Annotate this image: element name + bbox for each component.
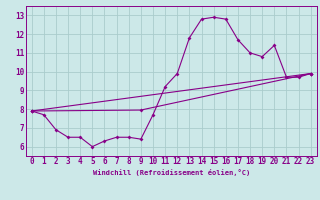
X-axis label: Windchill (Refroidissement éolien,°C): Windchill (Refroidissement éolien,°C) (92, 169, 250, 176)
